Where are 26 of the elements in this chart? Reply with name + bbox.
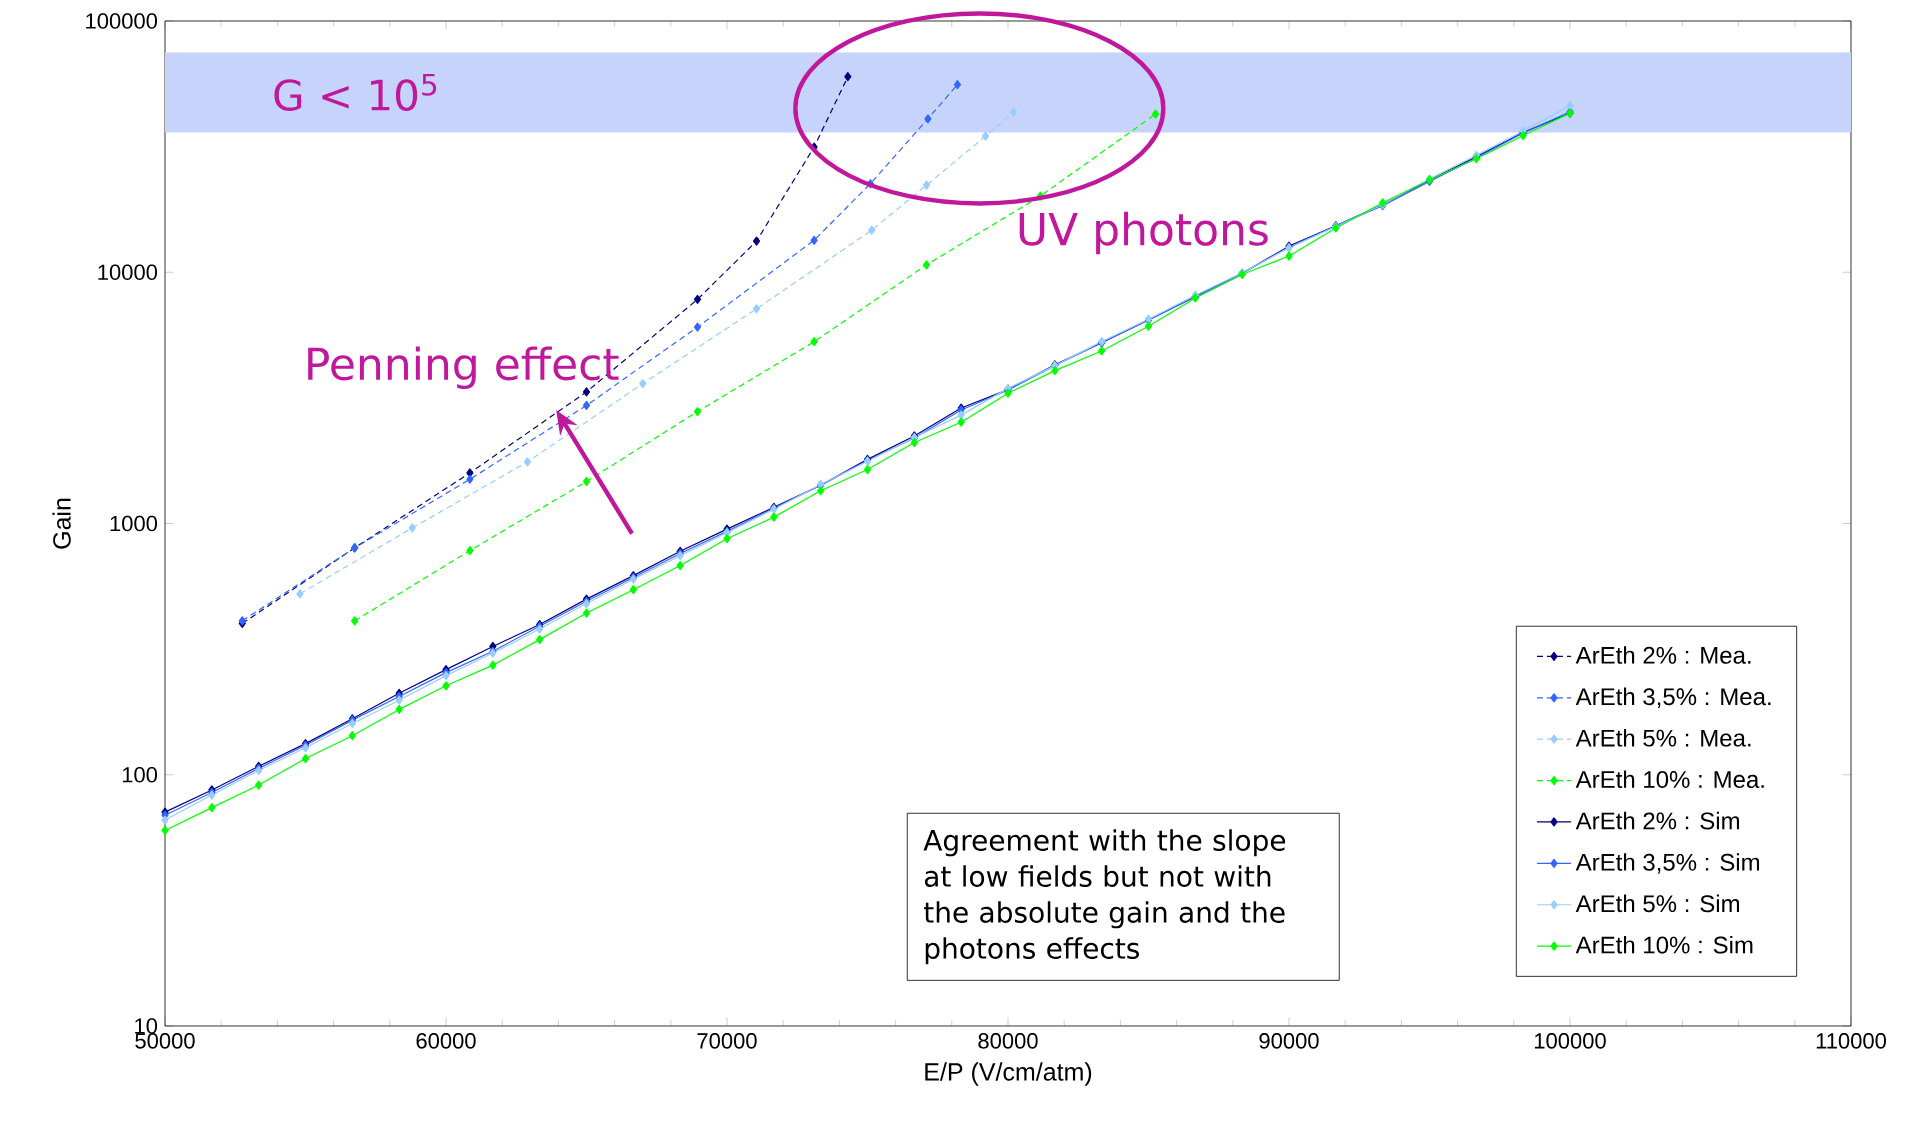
x-tick-label: 100000 [1534, 1033, 1606, 1049]
legend-label: ArEth 3,5% : Sim [1575, 853, 1760, 874]
legend-label: ArEth 10% : Mea. [1575, 770, 1764, 788]
legend-label: ArEth 10% : Sim [1575, 935, 1753, 954]
legend-label: ArEth 2% : Sim [1575, 811, 1740, 830]
x-tick-label: 70000 [697, 1033, 757, 1049]
x-axis-title: E/P (V/cm/atm) [925, 1062, 1092, 1086]
x-tick-label: 50000 [135, 1033, 195, 1049]
y-axis-title: Gain [52, 498, 71, 549]
y-tick-label: 100000 [86, 13, 158, 29]
legend-label: ArEth 5% : Sim [1575, 894, 1740, 913]
legend-label: ArEth 2% : Mea. [1575, 646, 1751, 664]
y-tick-label: 100 [122, 766, 158, 783]
y-tick-label: 10 [135, 1018, 158, 1034]
band-label: G < 10$^{5}$ [274, 73, 437, 111]
y-tick-label: 1000 [110, 515, 158, 532]
x-tick-label: 60000 [416, 1033, 476, 1049]
annotation: Agreement with the slope at low fields but not with the absolute gain and the photons effects [923, 829, 1286, 965]
legend-label: ArEth 5% : Mea. [1575, 729, 1751, 747]
x-tick-label: 80000 [978, 1033, 1038, 1049]
x-tick-label: 90000 [1259, 1033, 1319, 1049]
annotation: UV photons [1019, 211, 1268, 255]
legend-label: ArEth 3,5% : Mea. [1575, 687, 1771, 709]
annotation: Penning effect [308, 346, 619, 390]
y-tick-label: 10000 [98, 264, 158, 281]
x-tick-label: 110000 [1816, 1033, 1886, 1049]
